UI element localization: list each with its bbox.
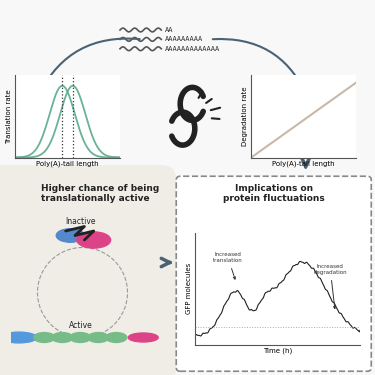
Text: Implications on
protein fluctuations: Implications on protein fluctuations: [223, 184, 325, 203]
FancyBboxPatch shape: [176, 176, 371, 371]
Text: Inactive: Inactive: [65, 217, 96, 226]
Ellipse shape: [34, 333, 55, 342]
X-axis label: Poly(A)-tail length: Poly(A)-tail length: [272, 160, 335, 167]
Ellipse shape: [88, 333, 109, 342]
X-axis label: Time (h): Time (h): [263, 348, 292, 354]
Ellipse shape: [70, 333, 91, 342]
Text: Increased
degradation: Increased degradation: [314, 264, 347, 309]
Y-axis label: GFP molecules: GFP molecules: [186, 263, 192, 314]
Y-axis label: Degradation rate: Degradation rate: [243, 87, 249, 146]
Text: Higher chance of being
translationally active: Higher chance of being translationally a…: [41, 184, 159, 203]
Text: AA: AA: [165, 27, 174, 33]
Circle shape: [56, 229, 84, 242]
Text: AAAAAAAAA: AAAAAAAAA: [165, 36, 203, 42]
Text: Increased
translation: Increased translation: [213, 252, 243, 279]
Circle shape: [77, 232, 111, 248]
Circle shape: [1, 332, 37, 343]
Y-axis label: Translation rate: Translation rate: [6, 89, 12, 144]
Ellipse shape: [106, 333, 127, 342]
Circle shape: [128, 333, 158, 342]
X-axis label: Poly(A)-tail length: Poly(A)-tail length: [36, 160, 99, 167]
Text: AAAAAAAAAAAAA: AAAAAAAAAAAAA: [165, 46, 220, 52]
Ellipse shape: [52, 333, 73, 342]
FancyBboxPatch shape: [0, 165, 176, 375]
Text: Active: Active: [69, 321, 93, 330]
